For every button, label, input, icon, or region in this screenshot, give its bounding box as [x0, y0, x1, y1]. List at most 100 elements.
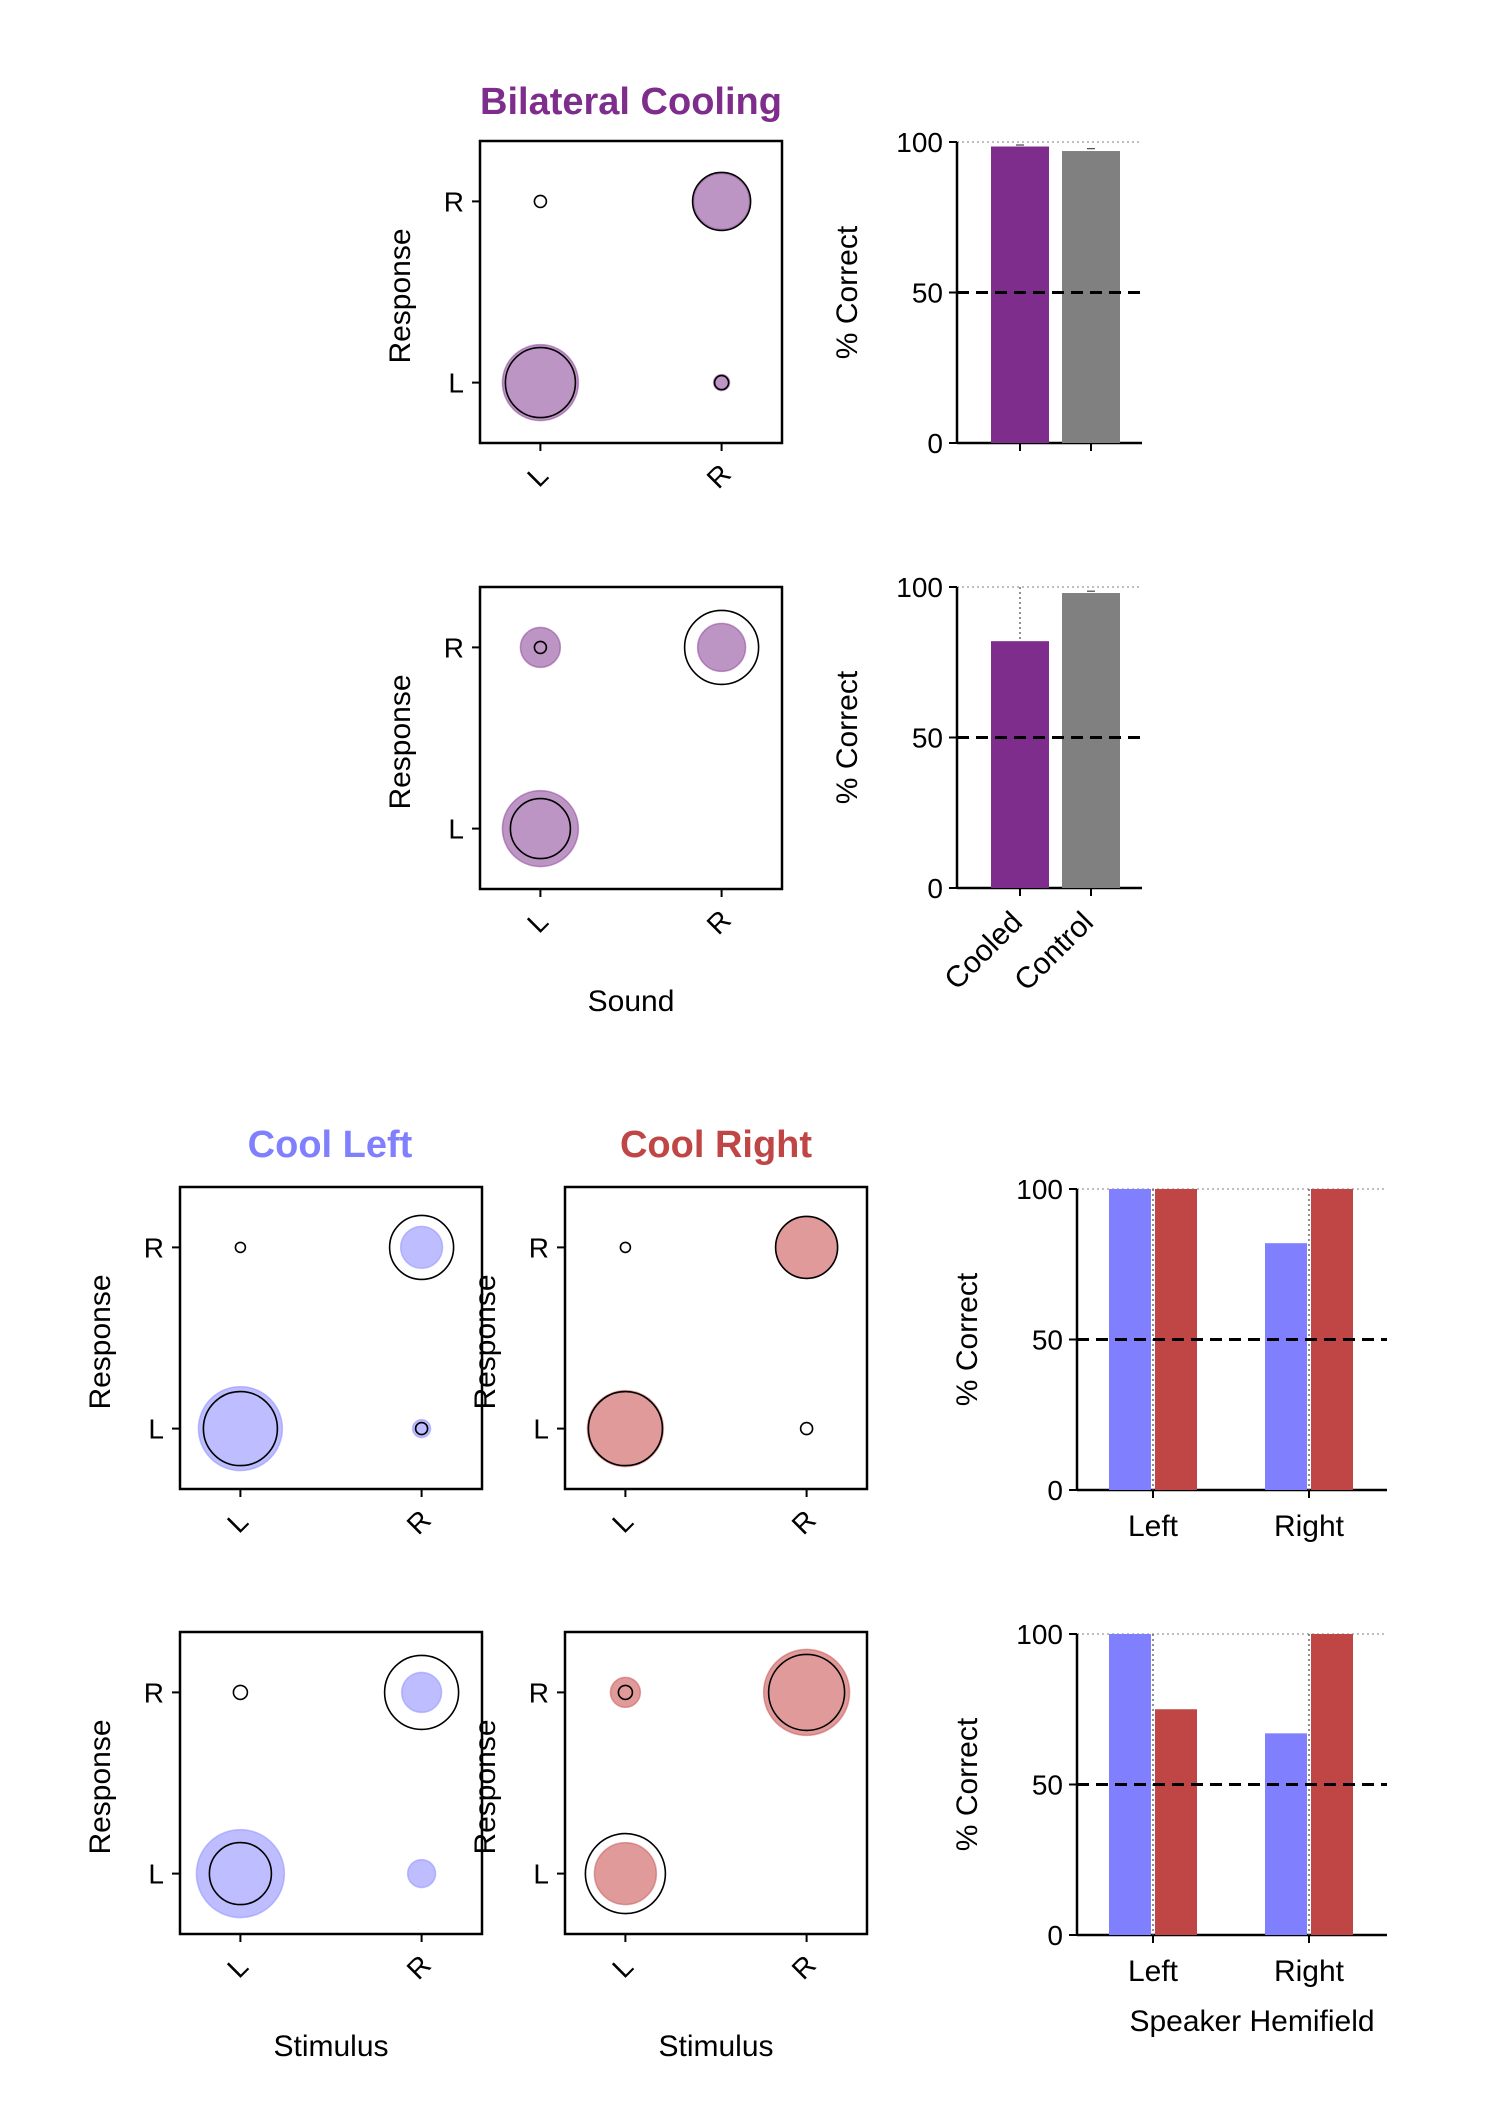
y-axis-label: % Correct: [951, 1717, 984, 1851]
y-tick-label: L: [148, 1859, 164, 1890]
bubble-chart-bubble-bilateral-1: L R L R: [444, 139, 784, 494]
cooled-bubble: [519, 626, 562, 669]
y-tick-label: 50: [912, 278, 943, 309]
x-tick-label: R: [701, 458, 737, 494]
bar-chart-bar-hemifield-1: 0 50 100 Left Right: [1016, 1174, 1387, 1543]
cooled-bubble: [399, 1225, 444, 1270]
plot-frame: [178, 1185, 484, 1491]
control-ring: [619, 1241, 632, 1254]
x-tick-label: Right: [1274, 1510, 1345, 1543]
y-tick-label: L: [533, 1859, 549, 1890]
control-ring: [533, 194, 548, 209]
x-tick-label: R: [401, 1949, 437, 1985]
cooled-bubble: [692, 172, 751, 231]
title-cool-left: Cool Left: [248, 1124, 413, 1166]
y-tick-label: 0: [1047, 1920, 1063, 1951]
y-tick-label: L: [448, 368, 464, 399]
y-tick-label: 50: [1032, 1770, 1063, 1801]
cooled-bubble: [762, 1648, 851, 1737]
y-tick-label: L: [148, 1414, 164, 1445]
control-ring: [767, 1653, 846, 1732]
control-ring: [774, 1215, 839, 1280]
y-tick-label: 50: [1032, 1325, 1063, 1356]
y-tick-label: R: [144, 1677, 164, 1708]
y-tick-label: 0: [1047, 1475, 1063, 1506]
x-tick-label: L: [521, 906, 554, 939]
x-tick-label: L: [221, 1506, 254, 1539]
cooled-bubble: [609, 1676, 642, 1709]
control-ring: [713, 374, 730, 391]
title-cool-right: Cool Right: [620, 1124, 812, 1166]
control-ring: [234, 1241, 247, 1254]
bubble-chart-bubble-cool-right-2: L R L R: [529, 1630, 869, 1985]
cooled-bubble: [696, 622, 747, 673]
y-axis-label: Response: [384, 228, 417, 363]
x-tick-label: Left: [1128, 1955, 1179, 1988]
control-ring: [202, 1390, 279, 1467]
control-ring: [232, 1684, 249, 1701]
control-ring: [414, 1421, 429, 1436]
cooled-bubble: [501, 343, 580, 422]
bubble-chart-bubble-cool-right-1: L R L R: [529, 1185, 869, 1540]
x-tick-label: Right: [1274, 1955, 1345, 1988]
y-tick-label: R: [444, 632, 464, 663]
x-tick-label: L: [221, 1951, 254, 1984]
control-ring: [533, 640, 548, 655]
x-tick-label: R: [701, 904, 737, 940]
bar-chart-bar-hemifield-2: 0 50 100 Left Right: [1016, 1619, 1387, 1988]
control-ring: [587, 1390, 664, 1467]
bar: [1265, 1733, 1307, 1935]
x-tick-label: L: [521, 460, 554, 493]
y-tick-label: R: [144, 1232, 164, 1263]
x-tick-label: R: [401, 1504, 437, 1540]
y-tick-label: 100: [1016, 1174, 1063, 1205]
control-ring: [383, 1654, 460, 1731]
x-tick-label: R: [786, 1504, 822, 1540]
control-ring: [504, 346, 577, 419]
x-axis-label: Stimulus: [273, 2030, 388, 2063]
y-tick-label: L: [448, 814, 464, 845]
x-tick-label: Left: [1128, 1510, 1179, 1543]
bar: [991, 146, 1049, 443]
x-axis-label: Speaker Hemifield: [1129, 2005, 1374, 2038]
control-ring: [509, 797, 572, 860]
plot-frame: [563, 1630, 869, 1936]
y-tick-label: 50: [912, 723, 943, 754]
y-axis-label: Response: [84, 1274, 117, 1409]
y-axis-label: % Correct: [831, 225, 864, 359]
bar: [1265, 1243, 1307, 1490]
y-axis-label: Response: [469, 1274, 502, 1409]
y-tick-label: 100: [1016, 1619, 1063, 1650]
bubble-chart-bubble-cool-left-1: L R L R: [144, 1185, 484, 1540]
x-tick-label: Cooled: [938, 906, 1029, 997]
bubble-chart-bubble-bilateral-2: L R L R: [444, 585, 784, 940]
plot-frame: [478, 585, 784, 891]
cooled-bubble: [400, 1671, 443, 1714]
control-ring: [691, 171, 752, 232]
control-ring: [208, 1841, 273, 1906]
title-bilateral-cooling: Bilateral Cooling: [480, 81, 782, 123]
plot-frame: [178, 1630, 484, 1936]
y-tick-label: R: [529, 1232, 549, 1263]
y-tick-label: 0: [927, 428, 943, 459]
bubble-chart-bubble-cool-left-2: L R L R: [144, 1630, 484, 1985]
bar: [1062, 151, 1120, 443]
y-axis-label: Response: [84, 1719, 117, 1854]
x-axis-label: Stimulus: [658, 2030, 773, 2063]
y-tick-label: 0: [927, 873, 943, 904]
x-tick-label: R: [786, 1949, 822, 1985]
x-tick-label: Control: [1008, 906, 1100, 998]
control-ring: [617, 1684, 634, 1701]
y-axis-label: Response: [384, 674, 417, 809]
y-tick-label: L: [533, 1414, 549, 1445]
cooled-bubble: [593, 1841, 658, 1906]
bar: [1155, 1709, 1197, 1935]
y-tick-label: 100: [896, 127, 943, 158]
cooled-bubble: [712, 373, 731, 392]
control-ring: [584, 1832, 667, 1915]
bar: [991, 641, 1049, 888]
y-axis-label: % Correct: [831, 670, 864, 804]
